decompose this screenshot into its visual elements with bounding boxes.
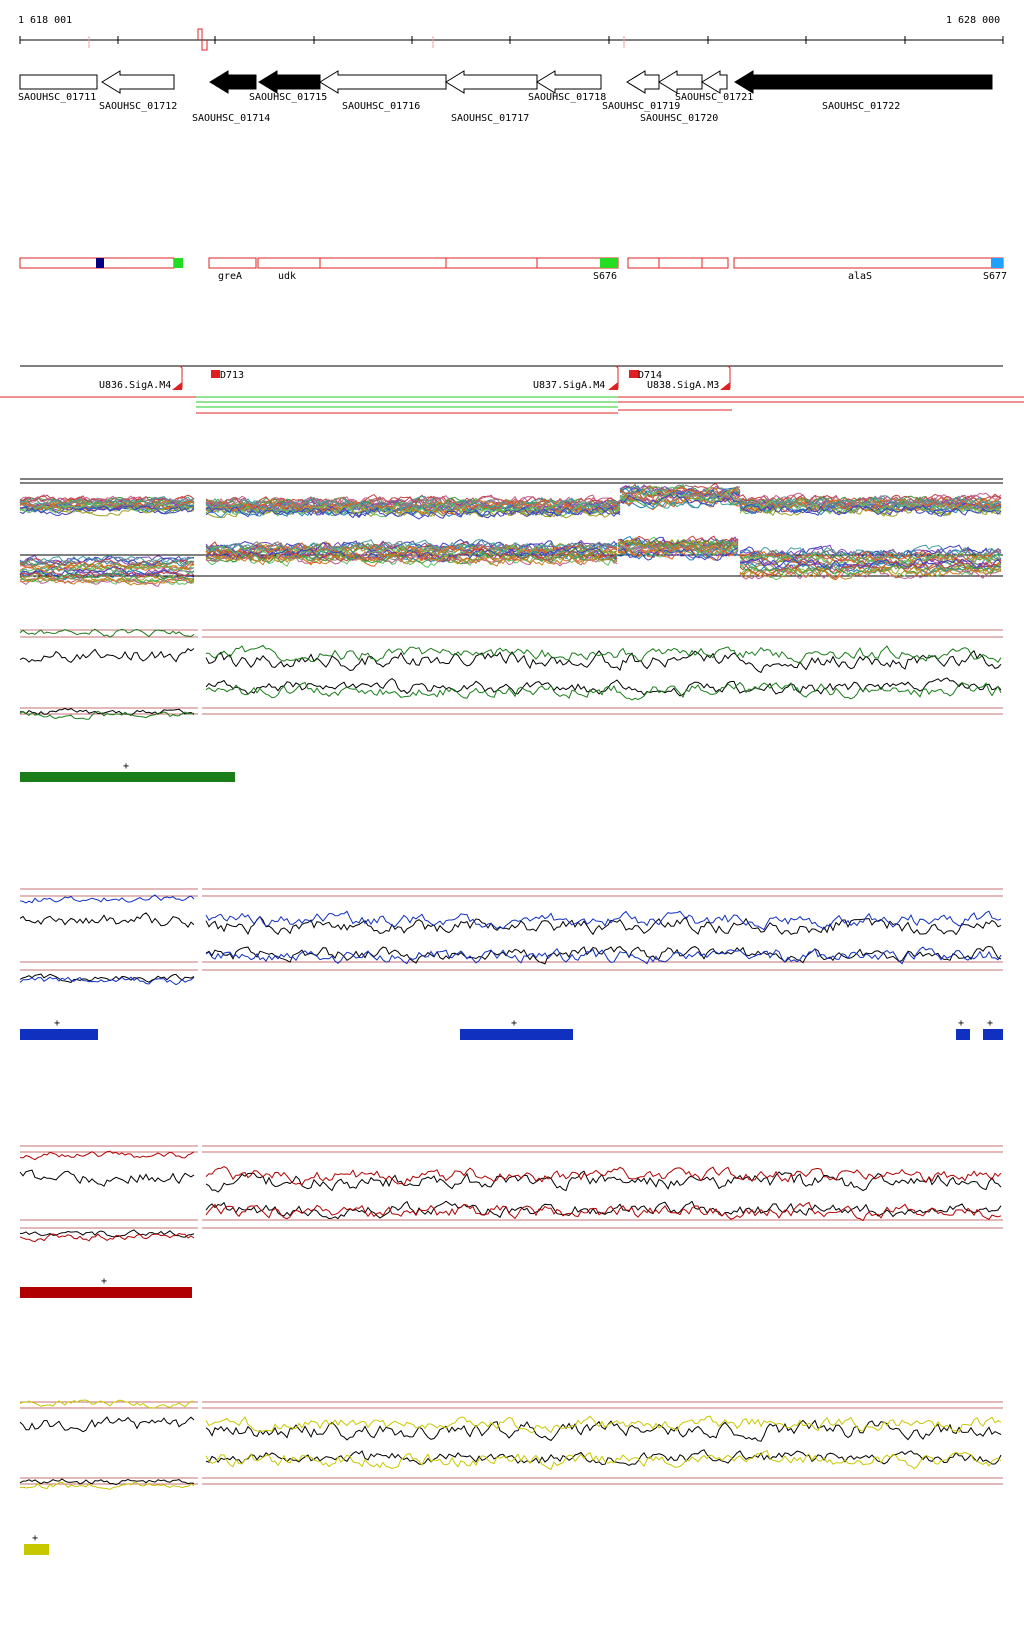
gene-arrow[interactable] xyxy=(701,70,728,94)
gene-arrow[interactable] xyxy=(319,70,447,94)
gene-arrow[interactable] xyxy=(626,70,660,94)
red-segments: + xyxy=(20,1276,192,1298)
gene-label: SAOUHSC_01720 xyxy=(640,113,718,124)
label-S677: S677 xyxy=(983,271,1007,282)
gene-label: SAOUHSC_01714 xyxy=(192,113,270,124)
gene-arrow[interactable] xyxy=(734,70,993,94)
promoter-track: U836.SigA.M4 U837.SigA.M4 U838.SigA.M3 D… xyxy=(0,365,1024,414)
promoter-U838: U838.SigA.M3 xyxy=(647,380,719,391)
blue-segments: + + + + xyxy=(20,1018,1003,1040)
label-alaS: alaS xyxy=(848,271,872,282)
gene-label: SAOUHSC_01712 xyxy=(99,101,177,112)
green-segment-mark: + xyxy=(123,761,129,772)
red-expression-panel xyxy=(19,1142,1003,1257)
gene-label: SAOUHSC_01721 xyxy=(675,92,753,103)
gene-label: SAOUHSC_01716 xyxy=(342,101,420,112)
ruler-end-label: 1 628 000 xyxy=(946,15,1000,26)
label-udk: udk xyxy=(278,271,296,282)
blue-segment-mark-2: + xyxy=(511,1018,517,1029)
promoter-D714: D714 xyxy=(638,370,662,381)
blue-segment-mark-4: + xyxy=(987,1018,993,1029)
gene-arrow[interactable] xyxy=(658,70,703,94)
yellow-segments: + xyxy=(24,1533,49,1555)
gene-arrow[interactable] xyxy=(209,70,257,94)
green-segments: + xyxy=(20,761,235,782)
yellow-segment-mark: + xyxy=(32,1533,38,1544)
blue-segment-mark-1: + xyxy=(54,1018,60,1029)
ruler-start-label: 1 618 001 xyxy=(18,15,72,26)
transcript-track xyxy=(19,257,1004,269)
gene-label: SAOUHSC_01717 xyxy=(451,113,529,124)
gene-label: SAOUHSC_01715 xyxy=(249,92,327,103)
blue-expression-panel xyxy=(19,886,1003,1001)
multi-condition-expression-panel xyxy=(19,478,1003,588)
coordinate-ruler: 1 618 001 1 628 000 xyxy=(18,15,1004,51)
promoter-U837: U837.SigA.M4 xyxy=(533,380,605,391)
transcript-labels: greA udk alaS S676 S677 xyxy=(218,271,1007,282)
blue-segment-mark-3: + xyxy=(958,1018,964,1029)
green-expression-panel xyxy=(19,620,1003,735)
yellow-expression-panel xyxy=(19,1390,1003,1505)
gene-arrow[interactable] xyxy=(445,70,538,94)
gene-label: SAOUHSC_01711 xyxy=(18,92,96,103)
red-segment-mark: + xyxy=(101,1276,107,1287)
gene-label: SAOUHSC_01719 xyxy=(602,101,680,112)
gene-arrow[interactable] xyxy=(258,70,321,94)
label-S676: S676 xyxy=(593,271,617,282)
gene-label: SAOUHSC_01722 xyxy=(822,101,900,112)
promoter-D713: D713 xyxy=(220,370,244,381)
promoter-U836: U836.SigA.M4 xyxy=(99,380,171,391)
gene-label: SAOUHSC_01718 xyxy=(528,92,606,103)
gene-arrow[interactable] xyxy=(19,74,98,90)
label-greA: greA xyxy=(218,271,242,282)
gene-arrow[interactable] xyxy=(536,70,602,94)
gene-arrow[interactable] xyxy=(101,70,175,94)
